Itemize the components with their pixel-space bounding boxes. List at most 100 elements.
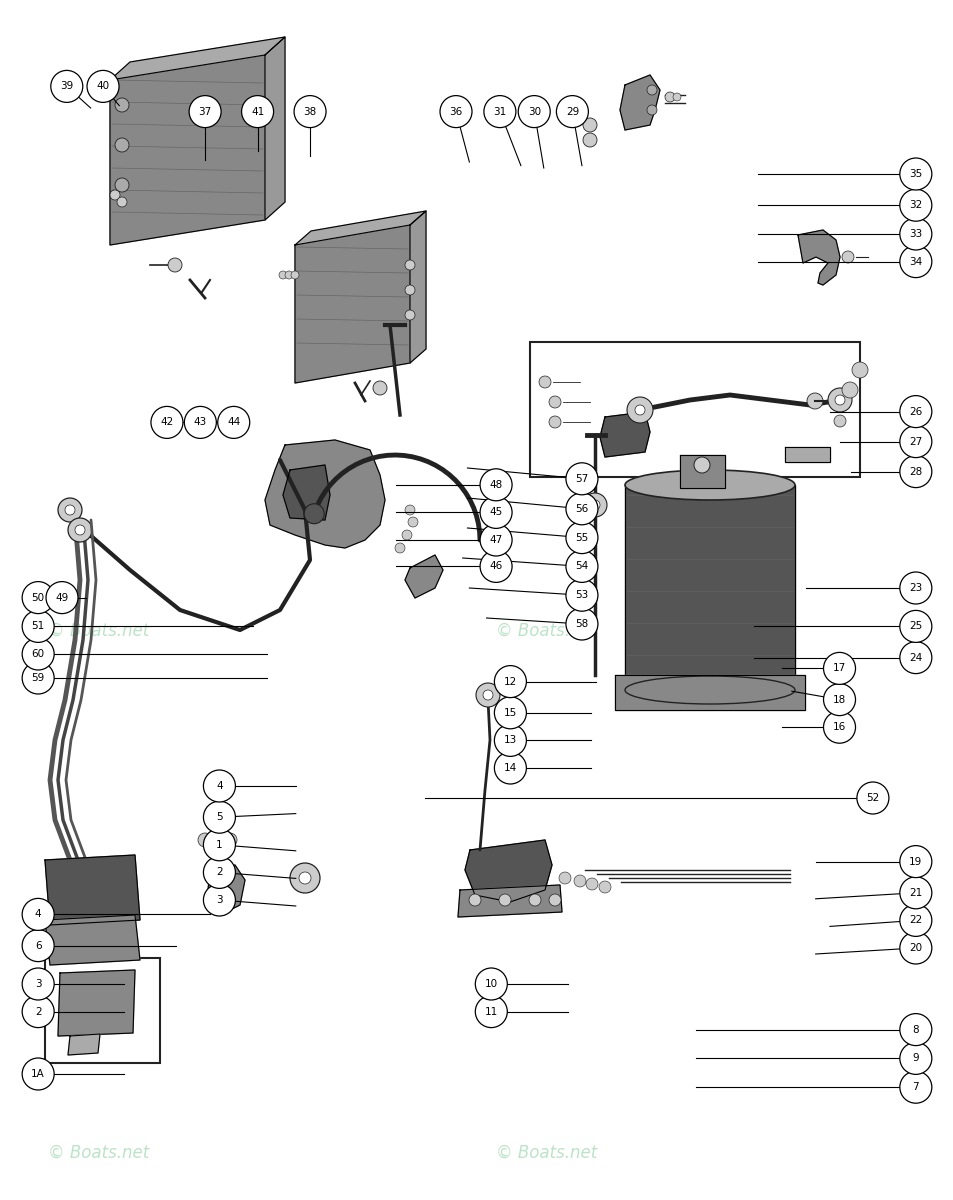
Text: 24: 24: [908, 653, 922, 662]
Circle shape: [899, 158, 931, 190]
Circle shape: [899, 877, 931, 908]
Polygon shape: [283, 464, 330, 520]
Circle shape: [203, 829, 235, 860]
Text: 51: 51: [31, 622, 45, 631]
Circle shape: [110, 190, 120, 200]
Circle shape: [198, 833, 212, 847]
Circle shape: [22, 662, 54, 694]
Text: 40: 40: [96, 82, 110, 91]
Text: 10: 10: [484, 979, 497, 989]
Circle shape: [22, 930, 54, 961]
Circle shape: [58, 498, 82, 522]
Circle shape: [223, 833, 236, 847]
Text: 35: 35: [908, 169, 922, 179]
Bar: [530, 342, 859, 476]
Text: © Boats.net: © Boats.net: [48, 622, 149, 640]
Text: 22: 22: [908, 916, 922, 925]
Circle shape: [469, 894, 480, 906]
Text: 25: 25: [908, 622, 922, 631]
Polygon shape: [58, 970, 135, 1036]
Text: 41: 41: [251, 107, 264, 116]
Circle shape: [46, 582, 78, 613]
Circle shape: [565, 608, 598, 640]
Polygon shape: [110, 37, 285, 80]
Text: 3: 3: [216, 895, 222, 905]
Circle shape: [22, 968, 54, 1000]
Circle shape: [494, 697, 526, 728]
Text: 58: 58: [575, 619, 588, 629]
Text: 8: 8: [912, 1025, 918, 1034]
Polygon shape: [410, 211, 426, 364]
Circle shape: [217, 407, 250, 438]
Text: 46: 46: [489, 562, 502, 571]
Circle shape: [574, 875, 585, 887]
Circle shape: [405, 505, 415, 515]
Circle shape: [298, 872, 311, 884]
Text: 45: 45: [489, 508, 502, 517]
Circle shape: [672, 94, 680, 101]
Circle shape: [479, 497, 512, 528]
Text: 4: 4: [35, 910, 41, 919]
Polygon shape: [68, 1034, 100, 1055]
Circle shape: [646, 106, 657, 115]
Text: 48: 48: [489, 480, 502, 490]
Circle shape: [482, 690, 493, 700]
Circle shape: [405, 310, 415, 320]
Circle shape: [598, 881, 610, 893]
Circle shape: [115, 98, 129, 112]
Circle shape: [565, 580, 598, 611]
Text: 33: 33: [908, 229, 922, 239]
Circle shape: [285, 271, 293, 280]
Circle shape: [899, 846, 931, 877]
Text: 5: 5: [216, 812, 222, 822]
Circle shape: [646, 85, 657, 95]
Circle shape: [203, 857, 235, 888]
Circle shape: [635, 406, 644, 415]
Circle shape: [822, 712, 855, 743]
Circle shape: [585, 878, 598, 890]
Text: 34: 34: [908, 257, 922, 266]
Circle shape: [203, 884, 235, 916]
Text: 50: 50: [31, 593, 45, 602]
Text: © Boats.net: © Boats.net: [496, 622, 597, 640]
Polygon shape: [599, 412, 649, 457]
Circle shape: [841, 251, 853, 263]
Circle shape: [22, 996, 54, 1027]
Circle shape: [582, 118, 597, 132]
Circle shape: [899, 218, 931, 250]
Circle shape: [498, 894, 511, 906]
Polygon shape: [615, 674, 804, 710]
Text: 32: 32: [908, 200, 922, 210]
Circle shape: [899, 1014, 931, 1045]
Circle shape: [899, 190, 931, 221]
Circle shape: [582, 133, 597, 148]
Circle shape: [115, 138, 129, 152]
Circle shape: [395, 542, 405, 553]
Text: 29: 29: [565, 107, 578, 116]
Text: 31: 31: [493, 107, 506, 116]
Text: 2: 2: [35, 1007, 41, 1016]
Circle shape: [565, 522, 598, 553]
Ellipse shape: [624, 676, 794, 704]
Circle shape: [834, 395, 844, 406]
Circle shape: [408, 517, 417, 527]
Polygon shape: [619, 76, 659, 130]
Circle shape: [241, 96, 274, 127]
Text: 56: 56: [575, 504, 588, 514]
Circle shape: [626, 397, 652, 424]
Circle shape: [291, 271, 298, 280]
Circle shape: [75, 526, 85, 535]
Circle shape: [833, 415, 845, 427]
Circle shape: [899, 456, 931, 487]
Text: 23: 23: [908, 583, 922, 593]
Text: 9: 9: [912, 1054, 918, 1063]
Circle shape: [899, 642, 931, 673]
Circle shape: [548, 396, 560, 408]
Circle shape: [565, 551, 598, 582]
Circle shape: [899, 905, 931, 936]
Circle shape: [899, 426, 931, 457]
Circle shape: [290, 863, 319, 893]
Text: 19: 19: [908, 857, 922, 866]
Circle shape: [899, 1043, 931, 1074]
Text: 36: 36: [449, 107, 462, 116]
